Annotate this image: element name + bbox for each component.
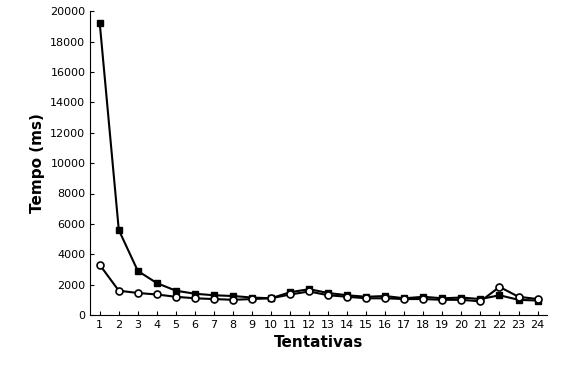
Partes xyxy=(401,297,408,301)
Completa xyxy=(287,290,293,294)
Partes xyxy=(306,289,312,294)
Completa xyxy=(134,269,141,273)
Line: Partes: Partes xyxy=(96,261,541,305)
Partes xyxy=(192,296,199,300)
Partes xyxy=(116,288,122,293)
Partes xyxy=(249,297,255,301)
X-axis label: Tentativas: Tentativas xyxy=(274,335,363,350)
Partes xyxy=(173,294,179,299)
Completa xyxy=(268,296,275,300)
Completa xyxy=(458,295,465,300)
Partes xyxy=(344,294,351,299)
Partes xyxy=(363,296,369,300)
Completa xyxy=(477,297,484,301)
Completa xyxy=(173,288,179,293)
Partes xyxy=(534,297,541,301)
Partes xyxy=(268,296,275,300)
Partes xyxy=(325,293,332,297)
Partes xyxy=(439,298,446,302)
Completa xyxy=(344,293,351,297)
Completa xyxy=(306,287,312,291)
Completa xyxy=(534,298,541,303)
Completa xyxy=(325,291,332,295)
Completa xyxy=(496,293,503,297)
Partes xyxy=(458,298,465,302)
Completa xyxy=(439,296,446,300)
Partes xyxy=(515,294,522,299)
Completa xyxy=(420,294,427,299)
Partes xyxy=(496,285,503,289)
Partes xyxy=(153,292,160,297)
Completa xyxy=(382,294,389,298)
Completa xyxy=(363,294,369,299)
Completa xyxy=(116,228,122,232)
Partes xyxy=(382,296,389,300)
Completa xyxy=(230,294,236,298)
Completa xyxy=(153,281,160,285)
Completa xyxy=(96,21,103,26)
Completa xyxy=(210,293,217,297)
Partes xyxy=(210,297,217,301)
Completa xyxy=(192,291,199,296)
Partes xyxy=(287,292,293,297)
Partes xyxy=(96,262,103,267)
Partes xyxy=(134,291,141,295)
Y-axis label: Tempo (ms): Tempo (ms) xyxy=(30,113,45,213)
Partes xyxy=(420,297,427,301)
Line: Completa: Completa xyxy=(96,20,541,304)
Partes xyxy=(477,299,484,304)
Completa xyxy=(249,295,255,300)
Partes xyxy=(230,298,236,302)
Completa xyxy=(515,298,522,302)
Completa xyxy=(401,296,408,300)
